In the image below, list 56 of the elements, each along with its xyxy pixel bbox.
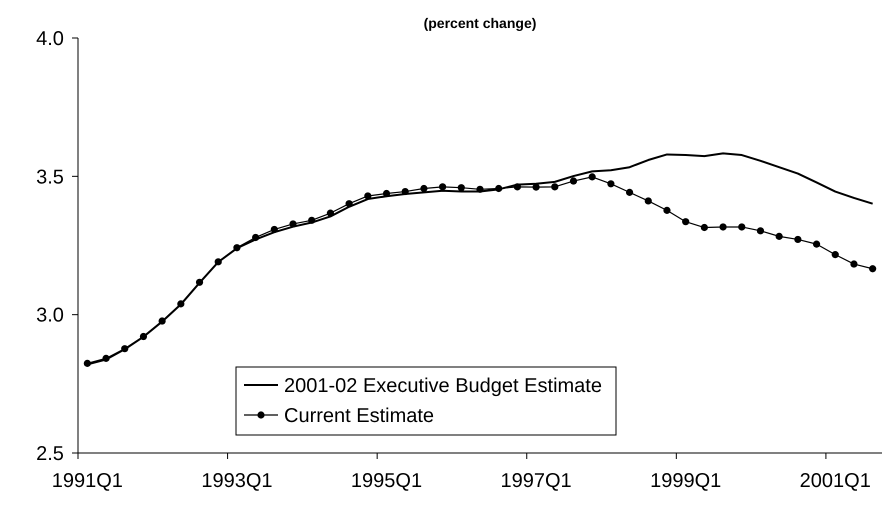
- point: [700, 224, 708, 232]
- point: [719, 223, 727, 231]
- point: [308, 216, 316, 224]
- point: [402, 188, 409, 196]
- point: [84, 360, 91, 367]
- point: [532, 184, 540, 191]
- point: [756, 227, 764, 234]
- legend-label: 2001-02 Executive Budget Estimate: [284, 375, 602, 397]
- point: [214, 258, 222, 266]
- point: [812, 240, 820, 248]
- point: [832, 251, 839, 258]
- point: [626, 188, 634, 196]
- point: [607, 180, 614, 188]
- point: [346, 200, 353, 208]
- point: [326, 210, 334, 217]
- point: [177, 300, 184, 308]
- y-tick-label: 4.0: [36, 28, 64, 50]
- point: [140, 332, 148, 340]
- point: [196, 278, 204, 286]
- point: [270, 226, 278, 234]
- point: [252, 234, 260, 242]
- point: [514, 183, 521, 190]
- point: [233, 244, 241, 252]
- point: [738, 223, 746, 231]
- point: [570, 177, 578, 185]
- point: [776, 232, 783, 240]
- point: [289, 220, 297, 228]
- x-tick-label: 1993Q1: [201, 470, 273, 492]
- x-tick-label: 1991Q1: [52, 470, 123, 492]
- point: [121, 345, 128, 352]
- legend-label: Current Estimate: [284, 405, 434, 427]
- point: [663, 206, 671, 214]
- y-tick-label: 3.5: [36, 166, 64, 188]
- point: [102, 354, 110, 362]
- point: [551, 183, 558, 190]
- point: [476, 186, 484, 193]
- point: [850, 260, 858, 268]
- point: [588, 173, 596, 180]
- point: [794, 236, 802, 244]
- x-tick-label: 1999Q1: [650, 470, 722, 492]
- point: [458, 184, 465, 192]
- point: [158, 317, 166, 325]
- point: [495, 184, 502, 192]
- point: [869, 265, 876, 272]
- point: [682, 218, 690, 226]
- point: [420, 184, 428, 192]
- x-tick-label: 1995Q1: [350, 470, 422, 492]
- y-tick-label: 2.5: [36, 443, 64, 465]
- point: [382, 190, 390, 198]
- x-tick-label: 1997Q1: [500, 470, 572, 492]
- point: [644, 197, 652, 205]
- y-tick-label: 3.0: [36, 304, 64, 327]
- x-tick-label: 2001Q1: [800, 470, 871, 492]
- point: [439, 183, 446, 190]
- chart-subtitle: (percent change): [424, 15, 536, 31]
- point: [364, 192, 372, 200]
